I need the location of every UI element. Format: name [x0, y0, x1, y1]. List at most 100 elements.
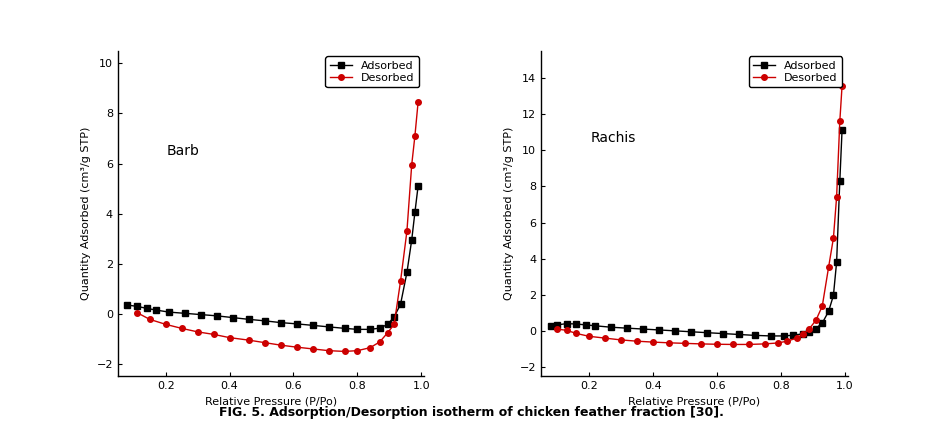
Y-axis label: Quantity Adsorbed (cm³/g STP): Quantity Adsorbed (cm³/g STP) [81, 127, 90, 300]
Adsorbed [179, 311, 190, 316]
Adsorbed [275, 320, 286, 325]
Line: Desorbed: Desorbed [134, 99, 421, 354]
Desorbed [351, 348, 363, 353]
Desorbed [823, 264, 835, 269]
Desorbed [388, 322, 399, 327]
Desorbed [395, 279, 406, 284]
Text: Barb: Barb [167, 144, 200, 158]
Desorbed [828, 236, 839, 241]
Desorbed [551, 327, 562, 332]
Desorbed [571, 331, 582, 336]
Adsorbed [122, 302, 133, 308]
Desorbed [413, 99, 424, 104]
Adsorbed [835, 179, 846, 184]
Adsorbed [351, 327, 363, 332]
Desorbed [771, 341, 783, 346]
Desorbed [835, 119, 846, 124]
Adsorbed [406, 237, 417, 242]
X-axis label: Relative Pressure (P/Po): Relative Pressure (P/Po) [205, 397, 337, 407]
Desorbed [160, 322, 171, 327]
Desorbed [307, 346, 318, 352]
Desorbed [831, 195, 842, 200]
Adsorbed [291, 321, 302, 327]
Desorbed [374, 339, 385, 344]
Adsorbed [323, 324, 334, 330]
Adsorbed [561, 321, 573, 326]
Adsorbed [831, 260, 842, 265]
Adsorbed [823, 309, 835, 314]
Desorbed [836, 83, 848, 88]
Desorbed [131, 310, 142, 315]
Adsorbed [259, 319, 270, 324]
Desorbed [791, 335, 803, 341]
Line: Adsorbed: Adsorbed [124, 183, 421, 332]
Adsorbed [804, 330, 815, 335]
Desorbed [243, 338, 254, 343]
Adsorbed [131, 304, 142, 309]
Adsorbed [734, 332, 745, 337]
Legend: Adsorbed, Desorbed: Adsorbed, Desorbed [749, 56, 842, 88]
Adsorbed [339, 326, 350, 331]
Adsorbed [409, 210, 420, 215]
Adsorbed [141, 306, 153, 311]
Desorbed [406, 162, 417, 168]
Desorbed [804, 326, 815, 331]
Line: Desorbed: Desorbed [554, 83, 845, 347]
Adsorbed [654, 327, 665, 332]
Adsorbed [766, 333, 777, 338]
Desorbed [224, 335, 236, 340]
Desorbed [176, 326, 187, 331]
Adsorbed [788, 332, 799, 338]
Desorbed [382, 330, 394, 335]
Text: Rachis: Rachis [590, 131, 636, 145]
Adsorbed [413, 184, 424, 189]
Adsorbed [243, 317, 254, 322]
Adsorbed [151, 308, 162, 313]
Adsorbed [388, 314, 399, 319]
Adsorbed [836, 128, 848, 133]
Adsorbed [401, 270, 413, 275]
Desorbed [647, 340, 658, 345]
Adsorbed [638, 327, 649, 332]
Desorbed [727, 342, 739, 347]
Adsorbed [365, 327, 376, 332]
Desorbed [599, 335, 610, 341]
Desorbed [810, 318, 821, 323]
Desorbed [663, 340, 674, 345]
Line: Adsorbed: Adsorbed [548, 128, 845, 339]
Adsorbed [686, 329, 697, 334]
Adsorbed [750, 333, 761, 338]
Y-axis label: Quantity Adsorbed (cm³/g STP): Quantity Adsorbed (cm³/g STP) [504, 127, 514, 300]
Desorbed [401, 228, 413, 233]
Desorbed [365, 345, 376, 350]
Adsorbed [606, 325, 617, 330]
Desorbed [409, 133, 420, 138]
Adsorbed [195, 312, 206, 317]
Adsorbed [163, 310, 174, 315]
X-axis label: Relative Pressure (P/Po): Relative Pressure (P/Po) [628, 397, 760, 407]
Adsorbed [817, 321, 828, 326]
Desorbed [323, 348, 334, 353]
Desorbed [759, 341, 771, 346]
Text: FIG. 5. Adsorption/Desorption isotherm of chicken feather fraction [30].: FIG. 5. Adsorption/Desorption isotherm o… [219, 406, 723, 419]
Adsorbed [571, 321, 582, 327]
Adsorbed [828, 293, 839, 298]
Desorbed [291, 345, 302, 350]
Desorbed [561, 328, 573, 333]
Adsorbed [227, 315, 238, 320]
Adsorbed [810, 326, 821, 331]
Desorbed [615, 338, 626, 343]
Desorbed [583, 334, 594, 339]
Adsorbed [307, 323, 318, 328]
Adsorbed [778, 333, 789, 338]
Desorbed [782, 339, 793, 344]
Adsorbed [395, 302, 406, 307]
Adsorbed [590, 323, 601, 328]
Desorbed [259, 340, 270, 345]
Adsorbed [702, 330, 713, 335]
Legend: Adsorbed, Desorbed: Adsorbed, Desorbed [325, 56, 419, 88]
Adsorbed [211, 313, 222, 319]
Adsorbed [718, 331, 729, 336]
Desorbed [631, 339, 642, 344]
Desorbed [208, 332, 219, 337]
